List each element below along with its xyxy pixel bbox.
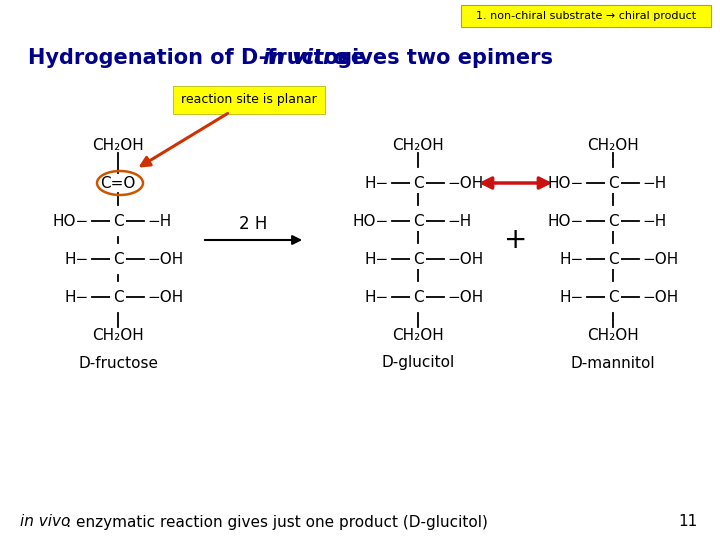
FancyBboxPatch shape — [173, 86, 325, 114]
Text: −OH: −OH — [147, 252, 184, 267]
Text: D-glucitol: D-glucitol — [382, 355, 454, 370]
Text: CH₂OH: CH₂OH — [587, 327, 639, 342]
Text: D-mannitol: D-mannitol — [571, 355, 655, 370]
Text: −OH: −OH — [642, 252, 678, 267]
Text: H−: H− — [65, 289, 89, 305]
Text: C: C — [413, 213, 423, 228]
Text: H−: H− — [559, 289, 584, 305]
Text: HO−: HO− — [548, 176, 584, 191]
Text: 11: 11 — [679, 515, 698, 530]
Text: D-fructose: D-fructose — [78, 355, 158, 370]
Text: C: C — [413, 289, 423, 305]
Text: in vivo: in vivo — [20, 515, 71, 530]
Text: HO−: HO− — [53, 213, 89, 228]
Text: +: + — [504, 226, 527, 254]
Text: H−: H− — [365, 289, 389, 305]
Text: −OH: −OH — [447, 176, 483, 191]
Text: C: C — [413, 252, 423, 267]
Text: C: C — [413, 176, 423, 191]
Text: −OH: −OH — [447, 289, 483, 305]
FancyBboxPatch shape — [461, 5, 711, 27]
Text: −H: −H — [447, 213, 472, 228]
Text: C: C — [113, 289, 123, 305]
Text: CH₂OH: CH₂OH — [587, 138, 639, 152]
Text: reaction site is planar: reaction site is planar — [181, 93, 317, 106]
Text: −H: −H — [642, 176, 666, 191]
Text: HO−: HO− — [353, 213, 389, 228]
Text: H−: H− — [365, 252, 389, 267]
Text: CH₂OH: CH₂OH — [92, 138, 144, 152]
Text: C: C — [113, 213, 123, 228]
Text: H−: H− — [559, 252, 584, 267]
Text: C: C — [113, 252, 123, 267]
Text: H−: H− — [365, 176, 389, 191]
Text: −H: −H — [642, 213, 666, 228]
Text: C=O: C=O — [100, 176, 135, 191]
Text: 1. non-chiral substrate → chiral product: 1. non-chiral substrate → chiral product — [476, 11, 696, 21]
Text: C: C — [608, 252, 618, 267]
Text: −OH: −OH — [642, 289, 678, 305]
Text: CH₂OH: CH₂OH — [92, 327, 144, 342]
Text: −OH: −OH — [447, 252, 483, 267]
Text: C: C — [608, 176, 618, 191]
Text: C: C — [608, 213, 618, 228]
Text: −H: −H — [147, 213, 171, 228]
Text: C: C — [608, 289, 618, 305]
Text: −OH: −OH — [147, 289, 184, 305]
Text: CH₂OH: CH₂OH — [392, 327, 444, 342]
Text: H−: H− — [65, 252, 89, 267]
Text: 2 H: 2 H — [239, 215, 267, 233]
Text: in vitro: in vitro — [263, 48, 347, 68]
Text: Hydrogenation of D-fructose: Hydrogenation of D-fructose — [28, 48, 372, 68]
Text: CH₂OH: CH₂OH — [392, 138, 444, 152]
Text: HO−: HO− — [548, 213, 584, 228]
Text: : enzymatic reaction gives just one product (D-glucitol): : enzymatic reaction gives just one prod… — [66, 515, 488, 530]
Text: gives two epimers: gives two epimers — [330, 48, 553, 68]
